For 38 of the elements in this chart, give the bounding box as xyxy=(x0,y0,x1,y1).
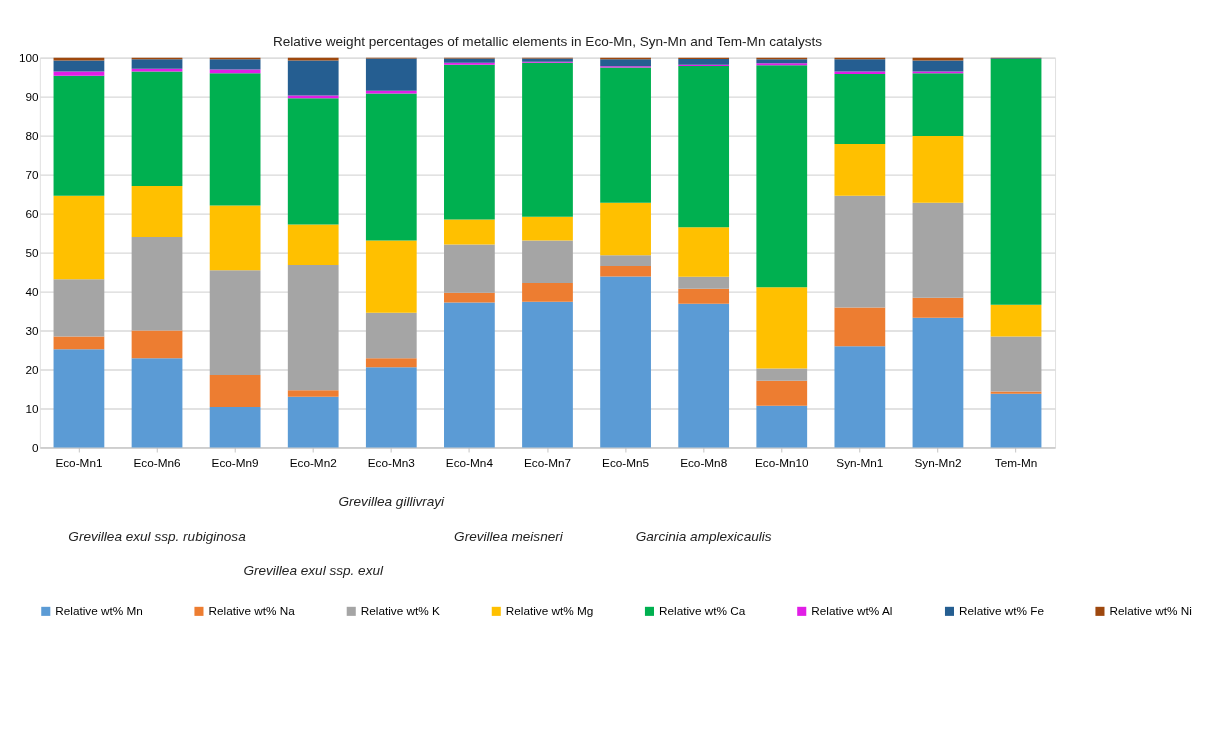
y-tick-label: 30 xyxy=(25,323,39,337)
y-tick-label: 70 xyxy=(25,167,39,181)
y-tick-label: 90 xyxy=(25,89,39,103)
y-tick-label: 20 xyxy=(25,362,39,376)
x-tick-label: Eco-Mn6 xyxy=(133,456,182,469)
legend-label: Relative wt% K xyxy=(360,603,441,617)
x-tick-label: Eco-Mn3 xyxy=(367,456,416,469)
legend-label: Relative wt% Ca xyxy=(658,603,746,617)
x-tick-label: Eco-Mn8 xyxy=(680,456,728,469)
x-tick-label: Syn-Mn1 xyxy=(836,456,884,469)
y-tick-label: 100 xyxy=(18,50,39,64)
text: Grevillea exul ssp. exul xyxy=(243,563,384,579)
y-tick-label: 0 xyxy=(31,440,39,454)
legend-label: Relative wt% Mn xyxy=(55,603,143,617)
text: Grevillea exul ssp. rubiginosa xyxy=(68,528,247,544)
x-tick-label: Eco-Mn1 xyxy=(55,456,103,469)
x-tick-label: Eco-Mn2 xyxy=(289,456,337,469)
y-tick-label: 40 xyxy=(25,284,39,298)
x-tick-label: Syn-Mn2 xyxy=(914,456,962,469)
y-tick-label: 80 xyxy=(25,128,39,142)
y-tick-label: 50 xyxy=(25,245,39,259)
legend-label: Relative wt% Al xyxy=(811,603,893,617)
legend-label: Relative wt% Fe xyxy=(959,603,1045,617)
chart-title: Relative weight percentages of metallic elements in Eco-Mn, Syn-Mn and Tem-Mn catalysts xyxy=(272,33,823,49)
x-tick-label: Eco-Mn7 xyxy=(523,456,572,469)
y-tick-label: 10 xyxy=(25,401,39,415)
legend-label: Relative wt% Mg xyxy=(505,603,594,617)
x-tick-label: Eco-Mn10 xyxy=(754,456,810,469)
text: Grevillea gillivrayi xyxy=(338,494,446,510)
x-tick-label: Eco-Mn4 xyxy=(445,456,494,469)
y-tick-label: 60 xyxy=(25,206,39,220)
text: Garcinia amplexicaulis xyxy=(635,528,772,544)
legend-label: Relative wt% Ni xyxy=(1109,603,1192,617)
x-tick-label: Tem-Mn xyxy=(994,456,1038,469)
x-tick-label: Eco-Mn9 xyxy=(211,456,259,469)
x-tick-label: Eco-Mn5 xyxy=(602,456,650,469)
text: Grevillea meisneri xyxy=(454,528,564,544)
legend-label: Relative wt% Na xyxy=(208,603,296,617)
